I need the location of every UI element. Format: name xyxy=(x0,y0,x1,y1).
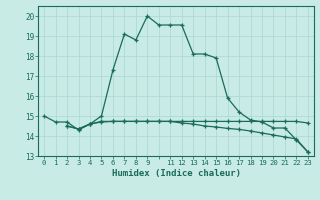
X-axis label: Humidex (Indice chaleur): Humidex (Indice chaleur) xyxy=(111,169,241,178)
